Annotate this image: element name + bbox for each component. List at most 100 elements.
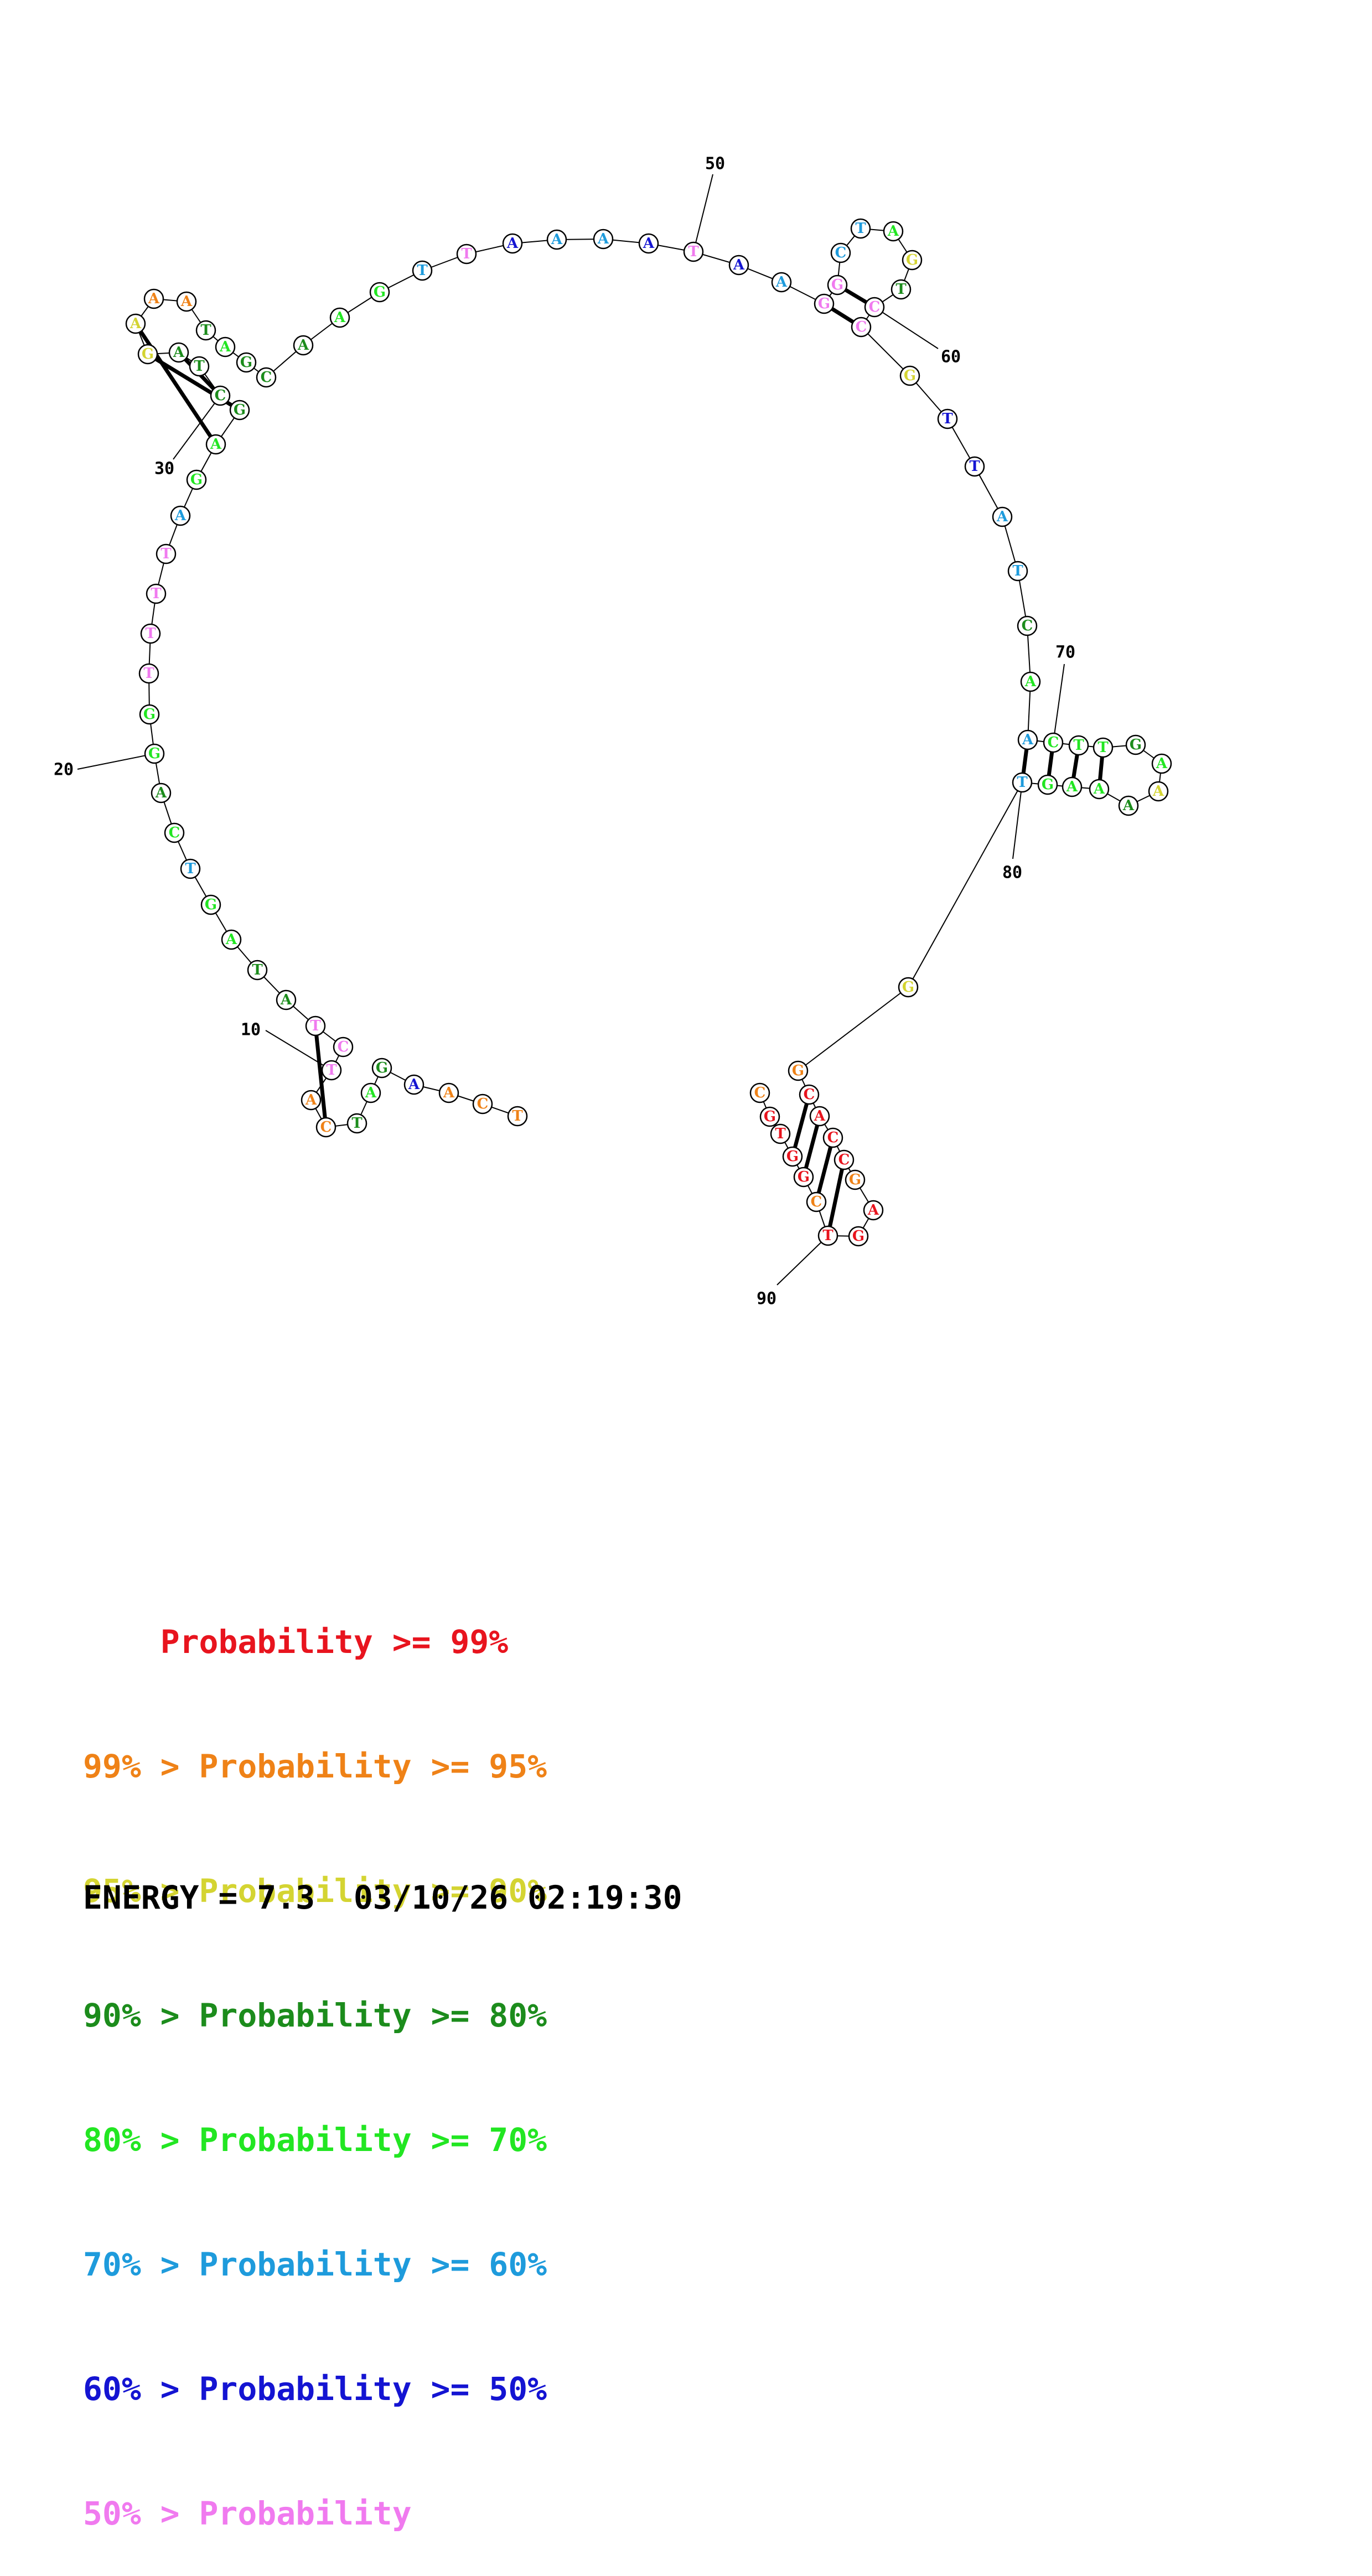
nucleotide-letter: A bbox=[733, 257, 745, 273]
nucleotide-letter: A bbox=[1156, 755, 1168, 772]
nucleotide-circle bbox=[827, 274, 848, 296]
nucleotide-circle bbox=[864, 297, 885, 318]
nucleotide: G bbox=[782, 1146, 803, 1167]
energy-value: ENERGY = 7.3 bbox=[83, 1879, 315, 1916]
nucleotide: A bbox=[221, 929, 242, 950]
nucleotide: T bbox=[683, 241, 704, 262]
position-tick bbox=[776, 1235, 829, 1286]
nucleotide-letter: A bbox=[597, 231, 609, 247]
probability-legend: Probability >= 99% 99% > Probability >= … bbox=[83, 1538, 547, 2576]
nucleotide-circle bbox=[851, 317, 872, 338]
nucleotide-letter: C bbox=[1048, 734, 1059, 751]
nucleotide: G bbox=[229, 400, 250, 421]
nucleotide-circle bbox=[229, 400, 250, 421]
nucleotide-letter: A bbox=[219, 339, 231, 355]
legend-row-p95: 99% > Probability >= 95% bbox=[83, 1746, 547, 1787]
nucleotide: G bbox=[848, 1226, 869, 1247]
base-pair-bond bbox=[790, 1094, 811, 1157]
nucleotide-letter: T bbox=[1073, 737, 1084, 754]
nucleotide-circle bbox=[438, 1082, 459, 1103]
nucleotide: A bbox=[638, 233, 659, 254]
nucleotide: C bbox=[851, 317, 872, 338]
nucleotide: T bbox=[189, 356, 210, 377]
nucleotide-circle bbox=[964, 456, 985, 477]
nucleotide: G bbox=[186, 469, 207, 490]
nucleotide: T bbox=[346, 1113, 367, 1134]
nucleotide-letter: G bbox=[240, 354, 252, 371]
nucleotide-circle bbox=[170, 505, 191, 526]
nucleotide: A bbox=[883, 221, 904, 242]
nucleotide-letter: A bbox=[443, 1085, 455, 1101]
legend-label: Probability >= 99% bbox=[160, 1623, 509, 1661]
nucleotide-letter: C bbox=[835, 245, 847, 261]
nucleotide: G bbox=[898, 977, 919, 998]
nucleotide-letter: G bbox=[831, 277, 843, 293]
nucleotide-circle bbox=[1151, 753, 1172, 774]
nucleotide: G bbox=[814, 293, 835, 314]
legend-label: Probability >= 90% bbox=[199, 1872, 547, 1910]
nucleotide-circle bbox=[749, 1082, 770, 1103]
nucleotide-letter: T bbox=[855, 220, 866, 237]
nucleotide: G bbox=[200, 894, 221, 915]
nucleotide: G bbox=[793, 1167, 814, 1188]
nucleotide: G bbox=[371, 1058, 392, 1079]
nucleotide-circle bbox=[146, 583, 167, 604]
nucleotide-circle bbox=[1125, 734, 1146, 755]
legend-label: Probability >= 50% bbox=[199, 2370, 547, 2408]
nucleotide: A bbox=[205, 434, 226, 455]
nucleotide-circle bbox=[593, 229, 614, 250]
nucleotide-circle bbox=[1020, 671, 1041, 692]
nucleotide-letter: G bbox=[904, 367, 916, 384]
nucleotide: C bbox=[164, 822, 185, 843]
nucleotide-letter: A bbox=[180, 293, 193, 310]
nucleotide-letter: G bbox=[376, 1060, 388, 1076]
nucleotide-letter: A bbox=[887, 223, 899, 240]
nucleotide: T bbox=[195, 320, 216, 341]
nucleotide-circle bbox=[992, 506, 1013, 527]
nucleotide-circle bbox=[186, 469, 207, 490]
nucleotide: T bbox=[890, 279, 912, 300]
nucleotide-letter: G bbox=[143, 706, 156, 723]
nucleotide: C bbox=[210, 385, 231, 406]
nucleotide-letter: G bbox=[1130, 737, 1142, 753]
nucleotide-letter: T bbox=[185, 861, 196, 877]
nucleotide-circle bbox=[546, 229, 567, 250]
nucleotide-circle bbox=[256, 367, 277, 388]
nucleotide-circle bbox=[180, 858, 201, 879]
nucleotide: A bbox=[1020, 671, 1041, 692]
nucleotide: A bbox=[1118, 795, 1139, 816]
backbone-segment bbox=[861, 326, 910, 376]
nucleotide: A bbox=[771, 272, 792, 293]
nucleotide: T bbox=[156, 543, 177, 564]
nucleotide-circle bbox=[1068, 735, 1089, 756]
nucleotide: G bbox=[899, 365, 920, 386]
nucleotide: T bbox=[507, 1106, 528, 1127]
nucleotide-circle bbox=[822, 1127, 843, 1148]
nucleotide: T bbox=[1007, 561, 1028, 582]
nucleotide-circle bbox=[799, 1084, 820, 1105]
nucleotide-letter: A bbox=[148, 291, 160, 307]
nucleotide-circle bbox=[247, 960, 268, 981]
legend-prefix: 70% > bbox=[83, 2246, 199, 2283]
nucleotide: A bbox=[992, 506, 1013, 527]
nucleotide: G bbox=[139, 704, 160, 725]
nucleotide-letter: A bbox=[210, 436, 222, 453]
nucleotide: C bbox=[749, 1082, 770, 1103]
nucleotide: A bbox=[403, 1074, 424, 1095]
nucleotide-letter: T bbox=[417, 262, 428, 279]
nucleotide-letter: C bbox=[856, 319, 867, 335]
nucleotide: A bbox=[151, 782, 172, 804]
nucleotide-letter: T bbox=[775, 1126, 786, 1142]
base-pair-bond bbox=[814, 1137, 835, 1203]
nucleotide-letter: A bbox=[334, 309, 346, 326]
nucleotide-letter: A bbox=[1024, 673, 1037, 690]
base-pair-bond bbox=[134, 323, 218, 445]
nucleotide-letter: T bbox=[688, 243, 699, 260]
nucleotide: A bbox=[1062, 776, 1083, 797]
timestamp: 03/10/26 02:19:30 bbox=[353, 1879, 682, 1916]
nucleotide-letter: A bbox=[130, 315, 142, 332]
legend-row-p80: 90% > Probability >= 80% bbox=[83, 1995, 547, 2036]
nucleotide: A bbox=[1151, 753, 1172, 774]
nucleotide: T bbox=[321, 1060, 342, 1081]
legend-row-p70: 80% > Probability >= 70% bbox=[83, 2119, 547, 2161]
